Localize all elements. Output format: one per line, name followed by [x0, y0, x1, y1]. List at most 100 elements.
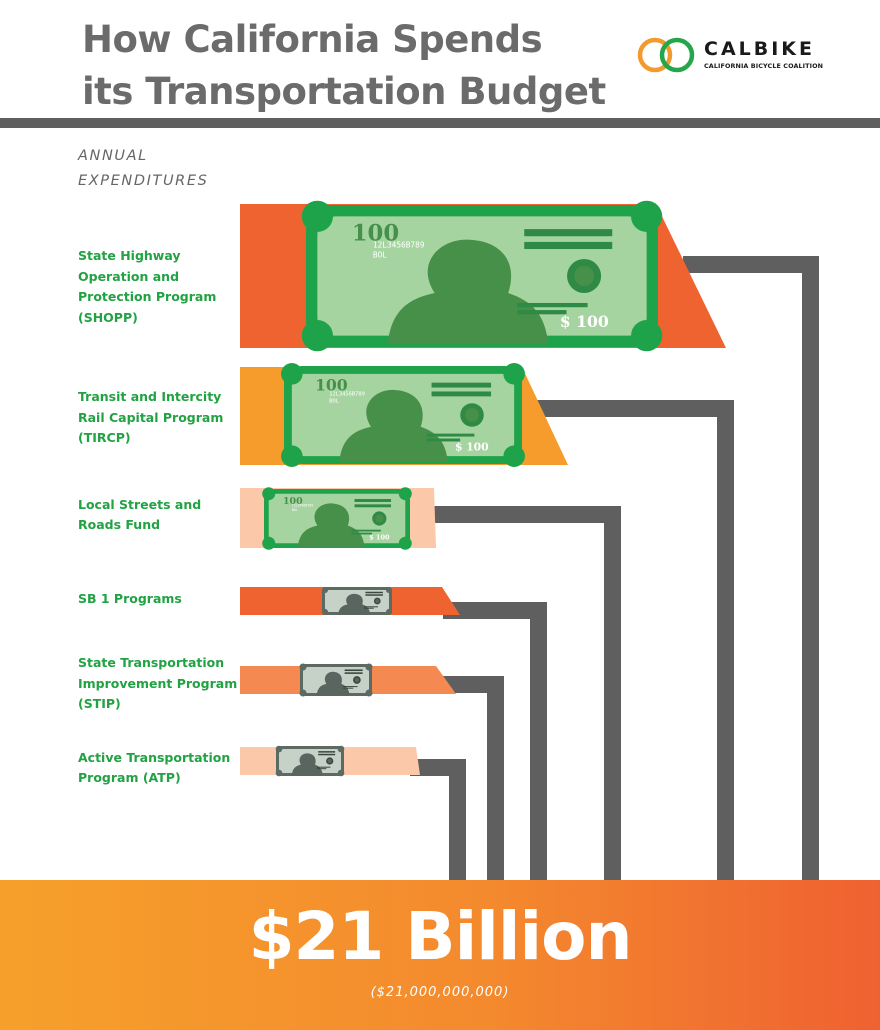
bill-local-streets-corner-1: [398, 487, 412, 501]
bill-shopp-seal-inner: [574, 266, 595, 286]
bill-atp-stripe-2: [318, 753, 336, 756]
category-label-shopp: State Highway Operation and Protection P…: [78, 248, 217, 325]
bill-tircp-stripe-1: [431, 382, 492, 388]
bill-atp-stripe-3: [316, 766, 331, 768]
bill-local-streets-corner-3: [398, 536, 412, 550]
connector-stip: [438, 676, 504, 882]
bill-sb1-corner-1: [385, 586, 393, 594]
bill-local-streets-portrait: [297, 503, 365, 547]
bill-sb1-corner-3: [385, 608, 393, 616]
bill-tircp-corner-0: [281, 363, 303, 385]
bill-local-streets-stripe-4: [351, 532, 373, 535]
category-group-atp: [240, 745, 466, 882]
total-headline: $21 Billion: [248, 898, 633, 975]
total-detail: ($21,000,000,000): [370, 985, 510, 1000]
connector-atp: [410, 759, 466, 882]
bill-shopp-corner-1: [631, 200, 663, 232]
bill-shopp-sub: BOL: [373, 251, 387, 260]
category-label-stip: State Transportation Improvement Program…: [78, 655, 238, 712]
category-label-local-streets: Local Streets and Roads Fund: [78, 496, 202, 533]
logo-rings-icon: [637, 37, 695, 73]
bill-atp-corner-3: [337, 769, 345, 777]
bill-shopp-portrait: [387, 239, 549, 345]
bill-tircp-seal-inner: [465, 408, 479, 422]
category-label-tircp: Transit and Intercity Rail Capital Progr…: [78, 389, 224, 446]
title-line-2: its Transportation Budget: [82, 70, 606, 113]
bill-stip-portrait: [316, 671, 350, 696]
logo-ring-green: [659, 37, 695, 73]
bill-tircp-value: $ 100: [455, 440, 489, 453]
bill-local-streets-seal-inner: [375, 514, 384, 523]
connector-sb1: [443, 602, 547, 882]
bill-sb1-corner-2: [321, 608, 329, 616]
bill-atp-corner-0: [275, 745, 283, 753]
bill-local-streets-corner-2: [262, 536, 276, 550]
logo-tagline: CALIFORNIA BICYCLE COALITION: [704, 62, 824, 70]
logo-name: CALBIKE: [704, 38, 816, 60]
bill-atp-corner-1: [337, 745, 345, 753]
bill-sb1-seal-inner: [375, 599, 380, 603]
bill-stip-stripe-3: [343, 686, 358, 688]
bill-shopp-stripe-3: [517, 302, 588, 308]
title-line-1: How California Spends: [82, 18, 543, 61]
bill-stip-corner-0: [299, 663, 307, 671]
total-banner: $21 Billion ($21,000,000,000): [0, 880, 880, 1030]
bill-local-streets-stripe-1: [354, 499, 392, 502]
logo-ring-orange: [637, 37, 673, 73]
bill-atp-corner-2: [275, 769, 283, 777]
header-divider: [0, 118, 880, 128]
bill-local-streets-large-number: 100: [283, 496, 303, 507]
bill-shopp-large-number: 100: [352, 221, 399, 247]
axis-caption: ANNUAL EXPENDITURES: [78, 144, 208, 194]
bill-local-streets-value: $ 100: [369, 534, 390, 542]
bill-sb1-stripe-2: [365, 594, 383, 596]
bill-sb1-stripe-4: [364, 607, 374, 609]
bill-stip-corner-1: [365, 663, 373, 671]
category-label-atp: Active Transportation Program (ATP): [78, 749, 231, 786]
bill-sb1-stripe-3: [364, 606, 378, 608]
bill-atp-seal-inner: [327, 758, 332, 764]
calbike-logo: CALBIKE CALIFORNIA BICYCLE COALITION: [636, 36, 826, 76]
bill-local-streets-sub: BOL: [292, 508, 298, 512]
bill-atp-stripe-1: [318, 751, 336, 753]
bill-shopp-corner-2: [301, 320, 333, 352]
bill-tircp-corner-2: [281, 445, 303, 467]
bill-local-streets-stripe-3: [351, 529, 381, 532]
bill-tircp-portrait: [339, 389, 448, 463]
bill-tircp-serial: 12L3456B789: [329, 391, 365, 397]
bill-stip-corner-3: [365, 689, 373, 697]
connector-shopp: [683, 256, 819, 882]
bill-local-streets-serial: 12L3456B789: [292, 504, 313, 508]
connector-tircp: [537, 400, 734, 882]
category-group-stip: [240, 663, 504, 882]
bill-shopp-corner-0: [301, 200, 333, 232]
category-group-sb1: [240, 586, 547, 882]
bill-tircp-sub: BOL: [329, 398, 339, 404]
bill-sb1: [321, 586, 393, 616]
bill-tircp-large-number: 100: [315, 376, 348, 395]
axis-caption-line-2: EXPENDITURES: [78, 173, 209, 189]
bill-shopp-stripe-1: [524, 229, 613, 237]
bill-shopp-stripe-2: [524, 241, 613, 250]
bill-stip-stripe-2: [344, 672, 363, 674]
bill-shopp-corner-3: [631, 320, 663, 352]
bill-stip-corner-2: [299, 689, 307, 697]
bill-sb1-portrait: [338, 593, 371, 615]
category-label-sb1: SB 1 Programs: [78, 590, 182, 606]
bill-local-streets-corner-0: [262, 487, 276, 501]
bill-tircp-stripe-4: [426, 438, 461, 442]
axis-caption-line-1: ANNUAL: [78, 148, 148, 164]
bill-tircp-corner-1: [503, 363, 525, 385]
bill-tircp-stripe-2: [431, 391, 492, 397]
bill-atp-portrait: [291, 753, 323, 776]
bill-stip: [299, 663, 373, 697]
bill-tircp-stripe-3: [426, 433, 475, 437]
bill-atp-stripe-4: [316, 768, 327, 770]
